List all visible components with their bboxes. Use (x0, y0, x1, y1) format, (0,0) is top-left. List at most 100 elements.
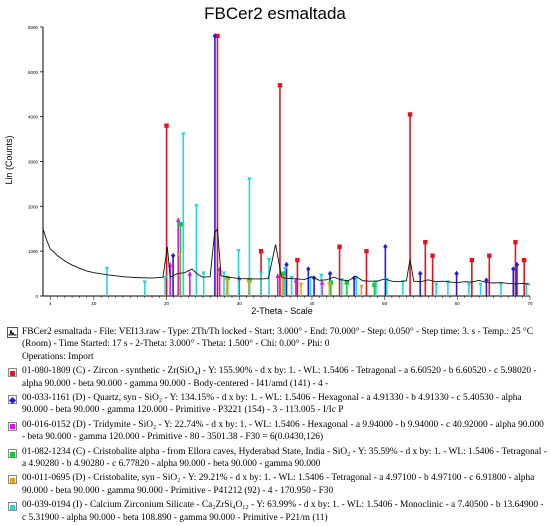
phase-peak-marker (372, 282, 377, 287)
x-tick-label: 50 (382, 301, 388, 306)
phase-peak-marker (175, 217, 181, 222)
phase-peak-marker (201, 271, 206, 277)
phase-peak-marker (327, 282, 332, 288)
y-tick-label: 2000 (28, 204, 39, 209)
phase-peak-marker (298, 282, 304, 288)
phase-peak-marker (364, 248, 369, 254)
phase-peak-marker (212, 33, 218, 39)
phase-peak-marker (277, 83, 283, 88)
phase-peak-marker (319, 279, 325, 285)
phase-peak-marker (469, 257, 475, 263)
phase-peak-marker (295, 257, 300, 263)
phase-peak-marker (275, 273, 280, 279)
legend-row-quartz: 00-033-1161 (D) - Quartz, syn - SiO₂ - Y… (4, 392, 547, 417)
phase-peak-marker (383, 243, 388, 250)
phase-peak-marker (293, 277, 299, 283)
y-tick-label: 3000 (28, 160, 39, 165)
phase-peak-marker (237, 275, 242, 281)
phase-peak-marker (181, 132, 186, 138)
phase-peaks (106, 35, 528, 296)
phase-peak-marker (434, 282, 439, 288)
phase-peak-marker (359, 284, 364, 290)
chart-title: FBCer2 esmaltada (204, 4, 346, 23)
legend-row-sample: FBCer2 esmaltada - File: VEI13.raw - Typ… (4, 326, 547, 363)
phase-peak-marker (521, 257, 527, 263)
phase-peak-marker (282, 266, 288, 272)
cristobalite-alpha-marker-icon (4, 446, 22, 460)
legend-row-zircon: 01-080-1809 (C) - Zircon - synthetic - Z… (4, 365, 547, 390)
phase-peak-marker (407, 112, 413, 117)
legend-calcium-zirconium-silicate-text: 00-039-0194 (I) - Calcium Zirconium Sili… (22, 500, 544, 523)
phase-peak-marker (337, 244, 342, 249)
legend-row-calcium-zirconium-silicate: 00-039-0194 (I) - Calcium Zirconium Sili… (4, 499, 547, 524)
legend-sample-text: FBCer2 esmaltada - File: VEI13.raw - Typ… (22, 327, 534, 350)
phase-peak-marker (454, 270, 459, 277)
legend-zircon-text: 01-080-1809 (C) - Zircon - synthetic - Z… (22, 366, 537, 389)
phase-peak-marker (511, 266, 516, 272)
phase-peak-marker (327, 270, 333, 277)
x-axis-label: 2-Theta - Scale (251, 306, 313, 316)
legend-operations-text: Operations: Import (22, 351, 94, 362)
phase-peak-marker (246, 280, 251, 286)
y-tick-label: 6000 (28, 25, 39, 30)
x-tick-label: 30 (237, 301, 243, 306)
phase-peak-marker (177, 253, 182, 259)
cristobalite-syn-marker-icon (4, 472, 22, 486)
calcium-zirconium-silicate-marker-icon (4, 499, 22, 513)
x-tick-label: 10 (91, 301, 97, 306)
phase-peak-marker (430, 253, 435, 258)
peak-markers (104, 33, 529, 290)
y-tick-label: 0 (35, 294, 38, 299)
phase-peak-marker (484, 277, 489, 284)
legend-cristobalite-alpha-text: 01-082-1234 (C) - Cristobalite alpha - f… (22, 446, 547, 470)
phase-peak-marker (225, 275, 230, 281)
sample-pattern-icon (4, 326, 22, 340)
legend-quartz-text: 00-033-1161 (D) - Quartz, syn - SiO₂ - Y… (22, 393, 522, 416)
legend-row-tridymite: 00-016-0152 (D) - Tridymite - SiO₂ - Y: … (4, 419, 547, 444)
zircon-marker-icon (4, 365, 22, 379)
phase-peak-marker (162, 275, 168, 281)
phase-peak-marker (466, 282, 472, 288)
x-tick-label: 60 (455, 301, 461, 306)
y-tick-label: 4000 (28, 115, 39, 120)
phase-peak-marker (258, 248, 264, 254)
phase-peak-marker (247, 278, 252, 283)
phase-peak-marker (423, 240, 428, 245)
phase-peak-marker (319, 273, 324, 279)
phase-peak-marker (104, 266, 110, 272)
phase-peak-marker (284, 261, 289, 268)
x-tick-label: 20 (164, 301, 170, 306)
tridymite-marker-icon (4, 419, 22, 433)
phase-peak-marker (170, 252, 176, 259)
legend-row-cristobalite-alpha: 01-082-1234 (C) - Cristobalite alpha - f… (4, 446, 547, 471)
pattern-line (42, 227, 531, 285)
phase-peak-marker (142, 280, 147, 286)
phase-peak-marker (514, 261, 520, 268)
phase-peak-marker (194, 204, 199, 210)
phase-peak-marker (418, 270, 423, 277)
phase-peak-marker (281, 271, 286, 276)
phase-peak-marker (247, 177, 252, 183)
y-tick-label: 5000 (28, 70, 39, 75)
legend-row-cristobalite-syn: 00-011-0695 (D) - Cristobalite, syn - Si… (4, 472, 547, 497)
diffraction-pattern (42, 227, 531, 285)
phase-peak-marker (221, 271, 227, 277)
phase-peak-marker (328, 280, 334, 285)
phase-peak-marker (224, 278, 230, 284)
phase-peak-marker (478, 282, 483, 288)
phase-peak-marker (498, 282, 504, 288)
phase-peak-marker (266, 257, 272, 263)
x-tick-label: 4 (49, 301, 52, 306)
y-axis-label: Lin (Counts) (4, 135, 14, 184)
phase-peak-marker (445, 280, 451, 286)
quartz-marker-icon (4, 392, 22, 406)
legend: FBCer2 esmaltada - File: VEI13.raw - Typ… (4, 326, 547, 526)
y-tick-label: 1000 (28, 249, 39, 254)
phase-peak-marker (306, 266, 311, 272)
x-tick-label: 40 (309, 301, 315, 306)
phase-peak-marker (344, 280, 350, 285)
legend-tridymite-text: 00-016-0152 (D) - Tridymite - SiO₂ - Y: … (22, 419, 544, 443)
legend-cristobalite-syn-text: 00-011-0695 (D) - Cristobalite, syn - Si… (22, 473, 535, 496)
phase-peak-marker (164, 123, 169, 128)
phase-peak-marker (258, 271, 264, 277)
